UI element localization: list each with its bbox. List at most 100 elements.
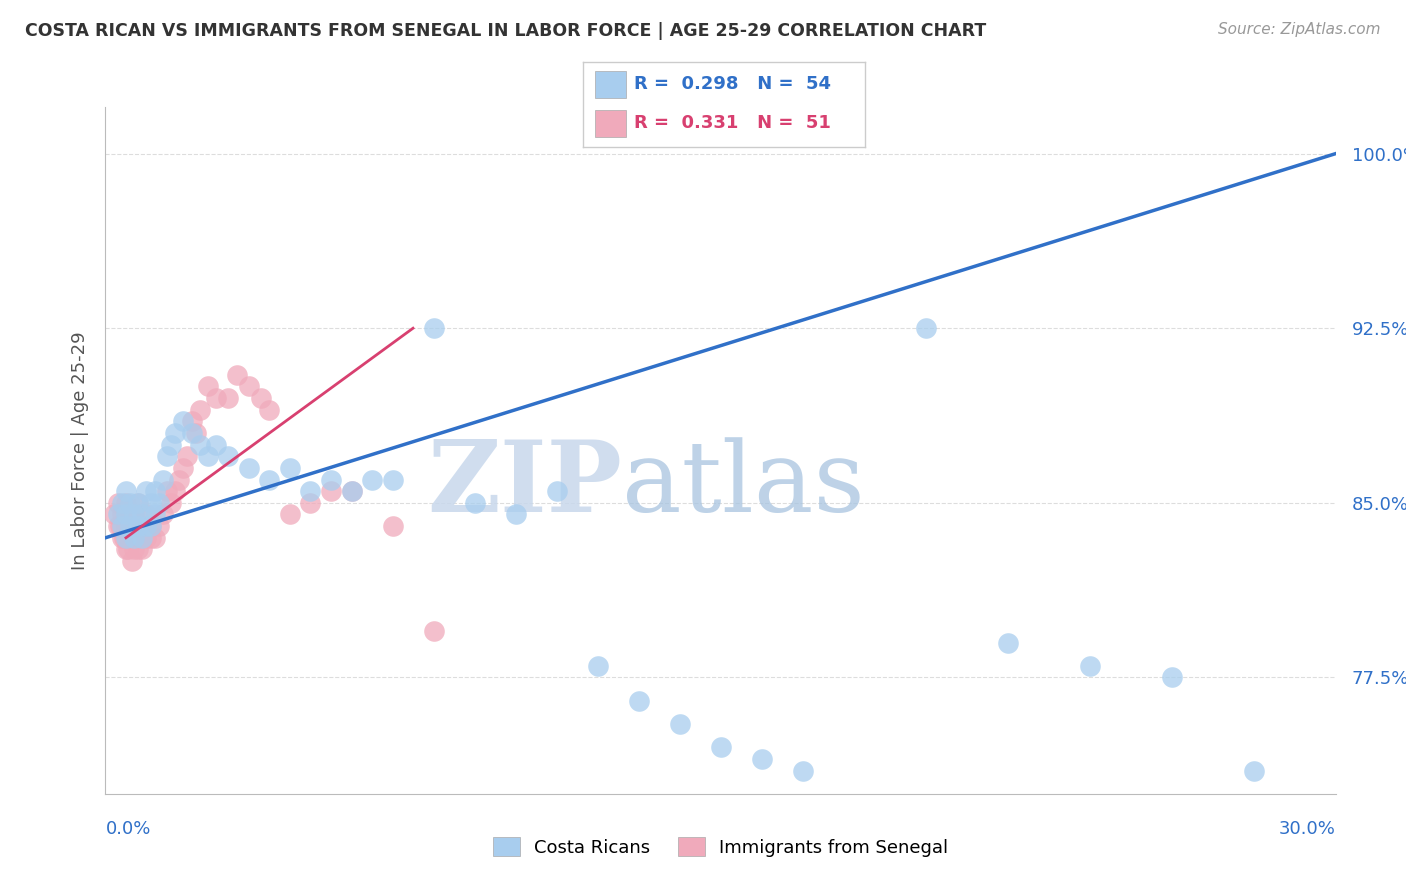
Point xyxy=(139,496,162,510)
Point xyxy=(120,519,141,533)
Point xyxy=(111,496,134,510)
Point xyxy=(381,519,404,533)
Point xyxy=(792,764,814,778)
Point xyxy=(127,519,149,533)
Point xyxy=(381,473,404,487)
Point xyxy=(160,437,183,451)
Point xyxy=(299,484,322,499)
Point xyxy=(111,531,134,545)
Point xyxy=(135,484,157,499)
Point xyxy=(751,752,773,766)
Bar xyxy=(595,71,626,98)
Point xyxy=(197,379,219,393)
Point xyxy=(131,508,153,522)
Point xyxy=(127,496,149,510)
Point xyxy=(139,531,162,545)
Point xyxy=(546,484,568,499)
Point xyxy=(115,519,138,533)
Point xyxy=(172,461,194,475)
Text: ZIP: ZIP xyxy=(427,436,621,533)
Point xyxy=(135,508,157,522)
Point xyxy=(152,473,174,487)
Point xyxy=(122,508,145,522)
Point xyxy=(1243,764,1265,778)
Point xyxy=(107,519,129,533)
Point xyxy=(586,658,609,673)
Point xyxy=(115,542,138,557)
Point xyxy=(250,391,273,405)
Point xyxy=(115,531,138,545)
Point xyxy=(422,624,444,638)
Point xyxy=(464,496,486,510)
Text: 0.0%: 0.0% xyxy=(105,820,150,838)
Point xyxy=(238,461,260,475)
Point xyxy=(165,484,187,499)
Point xyxy=(278,461,301,475)
Point xyxy=(340,484,363,499)
Point xyxy=(627,694,650,708)
Point xyxy=(172,414,194,428)
Point xyxy=(180,425,202,440)
Point xyxy=(238,379,260,393)
Point xyxy=(143,484,166,499)
Point xyxy=(139,519,162,533)
Point xyxy=(121,554,143,568)
Bar xyxy=(595,110,626,137)
Point xyxy=(361,473,384,487)
Point xyxy=(218,450,240,464)
Point xyxy=(668,717,690,731)
Point xyxy=(225,368,247,382)
Point xyxy=(914,321,936,335)
Point xyxy=(122,542,145,557)
Point xyxy=(107,508,129,522)
Point xyxy=(120,496,141,510)
Point xyxy=(259,402,281,417)
Point xyxy=(197,450,219,464)
Text: Source: ZipAtlas.com: Source: ZipAtlas.com xyxy=(1218,22,1381,37)
Point xyxy=(122,508,145,522)
Point xyxy=(143,531,166,545)
Point xyxy=(115,496,138,510)
Point xyxy=(319,473,342,487)
Point xyxy=(111,519,134,533)
Point xyxy=(205,391,228,405)
Point xyxy=(127,496,149,510)
Y-axis label: In Labor Force | Age 25-29: In Labor Force | Age 25-29 xyxy=(70,331,89,570)
Point xyxy=(120,531,141,545)
Point xyxy=(139,519,162,533)
Legend: Costa Ricans, Immigrants from Senegal: Costa Ricans, Immigrants from Senegal xyxy=(485,830,956,863)
Point xyxy=(131,542,153,557)
Point xyxy=(148,519,170,533)
Point xyxy=(131,531,153,545)
Point xyxy=(176,450,198,464)
Point xyxy=(184,425,207,440)
Point xyxy=(125,531,148,545)
Point xyxy=(108,519,131,533)
Point xyxy=(152,508,174,522)
Point xyxy=(188,437,211,451)
Text: R =  0.298   N =  54: R = 0.298 N = 54 xyxy=(634,76,831,94)
Point xyxy=(299,496,322,510)
Point xyxy=(103,508,125,522)
Point xyxy=(156,450,179,464)
Point xyxy=(1078,658,1101,673)
Point xyxy=(156,484,179,499)
Text: atlas: atlas xyxy=(621,437,865,533)
Point xyxy=(710,740,733,755)
Point xyxy=(112,531,135,545)
Point xyxy=(259,473,281,487)
Point xyxy=(278,508,301,522)
Point xyxy=(120,519,141,533)
Point xyxy=(135,531,157,545)
Point xyxy=(122,531,145,545)
Point xyxy=(188,402,211,417)
Point xyxy=(218,391,240,405)
Point xyxy=(340,484,363,499)
Point xyxy=(165,425,187,440)
Point xyxy=(205,437,228,451)
Point xyxy=(1160,670,1182,684)
Point xyxy=(169,473,191,487)
Text: COSTA RICAN VS IMMIGRANTS FROM SENEGAL IN LABOR FORCE | AGE 25-29 CORRELATION CH: COSTA RICAN VS IMMIGRANTS FROM SENEGAL I… xyxy=(25,22,987,40)
Point xyxy=(997,635,1019,649)
Text: 30.0%: 30.0% xyxy=(1279,820,1336,838)
